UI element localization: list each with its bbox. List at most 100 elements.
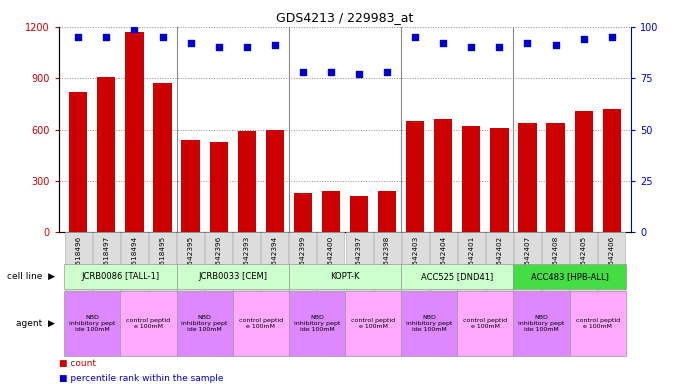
Bar — [177, 232, 204, 292]
Bar — [402, 232, 428, 292]
Point — [382, 69, 393, 75]
Text: NBD
inhibitory pept
ide 100mM: NBD inhibitory pept ide 100mM — [294, 315, 340, 332]
Bar — [294, 193, 312, 232]
Bar — [518, 123, 537, 232]
Text: cell line  ▶: cell line ▶ — [7, 272, 55, 281]
Text: GSM542403: GSM542403 — [412, 235, 418, 280]
Text: control peptid
e 100mM: control peptid e 100mM — [575, 318, 620, 329]
Bar — [346, 232, 373, 292]
Bar — [126, 32, 144, 232]
Bar — [65, 232, 92, 292]
Bar — [491, 128, 509, 232]
Text: GSM542394: GSM542394 — [272, 235, 278, 280]
Point — [522, 40, 533, 46]
Bar — [401, 291, 457, 356]
Point — [466, 44, 477, 50]
Bar — [345, 291, 401, 356]
Text: GSM542402: GSM542402 — [496, 235, 502, 280]
Text: GSM542404: GSM542404 — [440, 235, 446, 280]
Bar — [153, 83, 172, 232]
Text: GSM518497: GSM518497 — [104, 235, 110, 280]
Text: GSM542401: GSM542401 — [469, 235, 474, 280]
Text: GSM518494: GSM518494 — [132, 235, 137, 280]
Bar — [350, 196, 368, 232]
Bar — [121, 232, 148, 292]
Point — [72, 34, 83, 40]
Point — [101, 34, 112, 40]
Bar — [486, 232, 513, 292]
Point — [410, 34, 421, 40]
Text: ACC525 [DND41]: ACC525 [DND41] — [421, 272, 493, 281]
Text: GSM542399: GSM542399 — [300, 235, 306, 280]
Text: GSM542398: GSM542398 — [384, 235, 390, 280]
Point — [550, 42, 561, 48]
Bar — [177, 291, 233, 356]
Bar — [210, 142, 228, 232]
Text: NBD
inhibitory pept
ide 100mM: NBD inhibitory pept ide 100mM — [181, 315, 228, 332]
Bar — [513, 263, 626, 290]
Point — [607, 34, 618, 40]
Bar — [378, 191, 396, 232]
Text: GSM542393: GSM542393 — [244, 235, 250, 280]
Text: control peptid
e 100mM: control peptid e 100mM — [126, 318, 170, 329]
Bar — [374, 232, 401, 292]
Point — [241, 44, 253, 50]
Bar — [177, 263, 289, 290]
Bar — [121, 291, 177, 356]
Text: GSM542407: GSM542407 — [524, 235, 531, 280]
Text: GSM542405: GSM542405 — [580, 235, 586, 280]
Bar — [457, 291, 513, 356]
Point — [129, 26, 140, 32]
Text: GSM542397: GSM542397 — [356, 235, 362, 280]
Text: GSM542400: GSM542400 — [328, 235, 334, 280]
Text: KOPT-K: KOPT-K — [331, 272, 359, 281]
Point — [494, 44, 505, 50]
Point — [326, 69, 337, 75]
Bar — [542, 232, 569, 292]
Bar — [262, 232, 288, 292]
Bar — [322, 191, 340, 232]
Text: control peptid
e 100mM: control peptid e 100mM — [351, 318, 395, 329]
Bar — [602, 109, 621, 232]
Point — [578, 36, 589, 42]
Point — [269, 42, 280, 48]
Text: GSM542396: GSM542396 — [216, 235, 221, 280]
Bar — [266, 129, 284, 232]
Text: GSM542406: GSM542406 — [609, 235, 615, 280]
Point — [437, 40, 448, 46]
Bar — [233, 232, 260, 292]
Bar — [458, 232, 485, 292]
Bar — [233, 291, 289, 356]
Bar — [69, 92, 88, 232]
Bar — [569, 291, 626, 356]
Bar — [64, 263, 177, 290]
Text: JCRB0086 [TALL-1]: JCRB0086 [TALL-1] — [81, 272, 159, 281]
Bar — [181, 140, 199, 232]
Point — [297, 69, 308, 75]
Bar — [406, 121, 424, 232]
Text: GSM518495: GSM518495 — [159, 235, 166, 280]
Bar — [546, 123, 564, 232]
Point — [157, 34, 168, 40]
Point — [213, 44, 224, 50]
Bar — [64, 291, 121, 356]
Bar — [205, 232, 232, 292]
Bar — [93, 232, 120, 292]
Text: ■ count: ■ count — [59, 359, 96, 368]
Text: GSM542408: GSM542408 — [553, 235, 558, 280]
Bar — [149, 232, 176, 292]
Bar — [575, 111, 593, 232]
Text: GSM542395: GSM542395 — [188, 235, 194, 280]
Text: control peptid
e 100mM: control peptid e 100mM — [463, 318, 507, 329]
Bar — [570, 232, 597, 292]
Text: control peptid
e 100mM: control peptid e 100mM — [239, 318, 283, 329]
Bar — [514, 232, 541, 292]
Bar — [289, 291, 345, 356]
Bar — [462, 126, 480, 232]
Text: NBD
inhibitory pept
ide 100mM: NBD inhibitory pept ide 100mM — [406, 315, 453, 332]
Bar — [598, 232, 625, 292]
Text: ACC483 [HPB-ALL]: ACC483 [HPB-ALL] — [531, 272, 609, 281]
Text: GSM518496: GSM518496 — [75, 235, 81, 280]
Bar — [430, 232, 457, 292]
Text: NBD
inhibitory pept
ide 100mM: NBD inhibitory pept ide 100mM — [69, 315, 115, 332]
